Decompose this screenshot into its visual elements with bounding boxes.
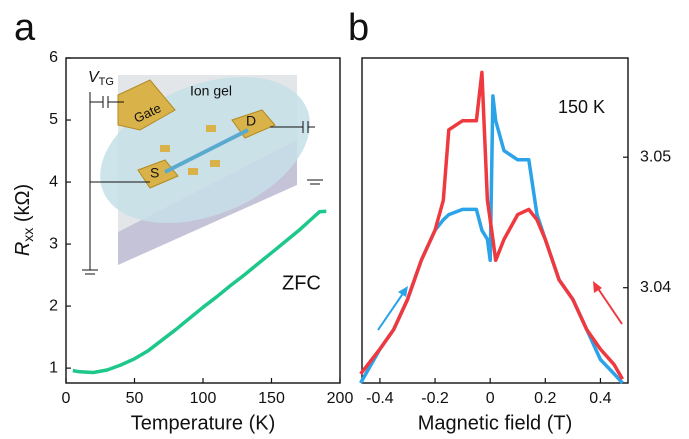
inset-label: VTG [88,69,114,88]
inset-label: Ion gel [190,83,232,99]
x-tick-label: -0.2 [421,390,449,407]
y-tick-label: 2 [49,297,58,314]
inset-label: S [150,165,159,181]
y-axis-label: Rxx (kΩ) [12,184,35,256]
pad [188,168,198,175]
y2-tick-label: 3.05 [640,148,671,165]
arrow-head [398,286,408,297]
annotation: 150 K [558,97,605,117]
panel-label: b [348,7,369,49]
data-line [72,209,327,375]
y-label-subscript: xx [20,228,36,242]
y-label-unit: (kΩ) [12,184,34,228]
y-tick-label: 1 [49,359,58,376]
data-line [359,70,625,380]
pad [160,145,170,152]
y-tick-label: 6 [49,49,58,66]
gate [117,79,176,131]
pad [210,160,220,167]
pad [206,125,216,132]
arrow [596,286,623,325]
plot-frame [361,57,629,384]
arrow-head [593,281,602,293]
y-tick-label: 5 [49,111,58,128]
inset-label: TG [99,76,114,88]
y-tick-label: 3 [49,235,58,252]
y2-tick-label: 3.04 [640,279,671,296]
x-tick-label: 0.4 [589,390,611,407]
annotation: ZFC [282,272,321,294]
x-tick-label: 0 [62,390,71,407]
channel [164,128,249,174]
inset: VTG Ion gel Gate D S [82,69,323,275]
arrow [377,291,405,331]
x-tick-label: -0.4 [366,390,394,407]
y-tick-label: 4 [49,173,58,190]
x-tick-label: 50 [126,390,144,407]
x-tick-label: 150 [258,390,285,407]
inset-label: V [88,69,100,86]
panel-label: a [14,7,36,49]
x-tick-label: 200 [327,390,354,407]
inset-label: D [246,113,256,129]
x-axis-label: Magnetic field (T) [418,412,573,434]
x-tick-label: 0 [486,390,495,407]
x-tick-label: 100 [190,390,217,407]
x-axis-label: Temperature (K) [131,412,276,434]
y-label-symbol: R [12,242,34,256]
x-tick-label: 0.2 [534,390,556,407]
